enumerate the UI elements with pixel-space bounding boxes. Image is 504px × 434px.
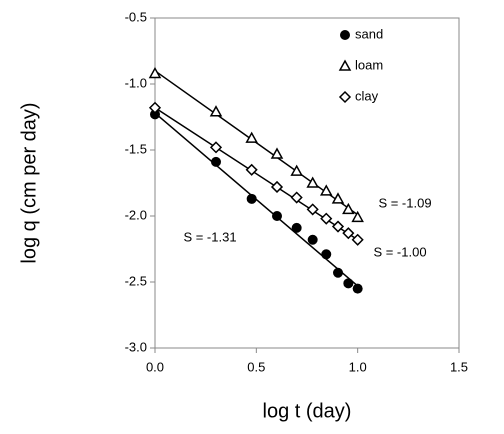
point: [290, 164, 303, 176]
point: [342, 202, 355, 215]
point: [211, 156, 222, 167]
y-tick-label: -3.0: [125, 339, 147, 354]
legend-label: clay: [355, 88, 379, 103]
point: [352, 283, 363, 294]
point: [331, 192, 345, 204]
point: [321, 249, 332, 260]
annotation: S = -1.09: [378, 195, 431, 210]
y-axis-title: log q (cm per day): [18, 102, 40, 263]
point: [290, 191, 303, 204]
point: [291, 222, 302, 233]
point: [342, 227, 355, 240]
legend-marker: [338, 90, 352, 104]
point: [351, 210, 364, 223]
plot-frame: [154, 17, 460, 349]
y-tick-label: -2.5: [125, 273, 147, 288]
point: [319, 184, 333, 196]
x-tick-label: 0.5: [247, 359, 265, 374]
point: [209, 105, 223, 117]
y-tick-label: -0.5: [125, 9, 147, 24]
annotation: S = -1.31: [183, 229, 236, 244]
y-tick-label: -1.5: [125, 141, 147, 156]
point: [148, 66, 162, 79]
x-tick-label: 0.0: [146, 359, 164, 374]
point: [209, 141, 223, 154]
legend-marker: [340, 30, 350, 40]
x-tick-label: 1.0: [349, 359, 367, 374]
point: [246, 193, 257, 204]
point: [245, 131, 258, 143]
point: [331, 220, 345, 233]
annotation: S = -1.00: [373, 244, 426, 259]
point: [270, 180, 284, 194]
legend-marker: [338, 59, 352, 71]
point: [270, 147, 284, 159]
point: [307, 234, 318, 245]
point: [306, 176, 319, 188]
point: [245, 163, 258, 176]
point: [351, 233, 364, 246]
point: [333, 267, 344, 278]
y-tick-label: -1.0: [125, 75, 147, 90]
point: [148, 101, 162, 114]
point: [272, 211, 283, 221]
point: [320, 212, 333, 225]
legend-label: sand: [355, 26, 383, 41]
y-tick-label: -2.0: [125, 207, 147, 222]
point: [306, 203, 319, 216]
x-tick-label: 1.5: [450, 359, 468, 374]
point: [150, 109, 160, 120]
x-axis-title: log t (day): [263, 400, 352, 422]
point: [343, 278, 354, 289]
legend-label: loam: [355, 57, 383, 72]
